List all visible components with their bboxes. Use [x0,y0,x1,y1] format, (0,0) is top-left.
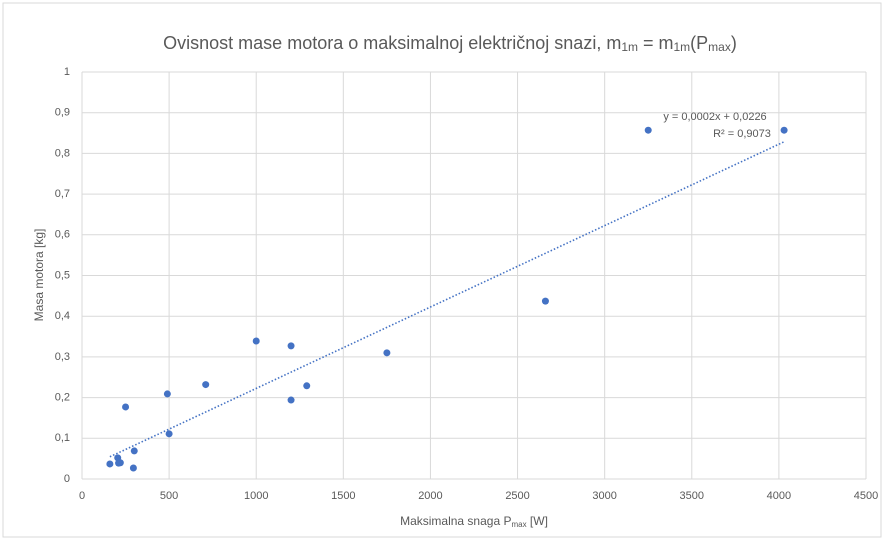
text-part: Ovisnost mase motora o maksimalnoj elekt… [163,33,621,53]
trendline [109,141,785,458]
text-part: max [708,40,731,54]
text-part: = m [638,33,674,53]
data-point [122,403,130,411]
text-part: 1m [674,40,691,54]
data-point [303,382,311,390]
data-point [780,126,788,134]
x-tick-label: 4000 [767,490,791,502]
text-part: [W] [527,514,548,528]
data-point [116,459,124,467]
y-tick-label: 1 [64,66,70,78]
y-tick-label: 0,9 [55,107,70,119]
x-tick-label: 4500 [854,490,878,502]
text-part: Maksimalna snaga P [400,514,511,528]
y-tick-label: 0,4 [55,310,70,322]
trendline-equation: y = 0,0002x + 0,0226 [663,111,766,123]
x-tick-label: 1500 [331,490,355,502]
x-tick-label: 3500 [680,490,704,502]
trendline-r-squared: R² = 0,9073 [713,128,771,140]
x-tick-label: 1000 [244,490,268,502]
text-part: max [511,520,526,529]
x-tick-label: 500 [160,490,178,502]
chart-title: Ovisnost mase motora o maksimalnoj elekt… [163,33,737,55]
y-tick-label: 0,3 [55,351,70,363]
data-point [163,390,171,398]
data-point [130,447,138,455]
data-point [287,342,295,350]
x-tick-label: 3000 [592,490,616,502]
y-tick-label: 0,1 [55,432,70,444]
x-tick-label: 2000 [418,490,442,502]
x-tick-label: 2500 [505,490,529,502]
data-point [287,396,295,404]
y-tick-label: 0,7 [55,188,70,200]
y-tick-label: 0 [64,473,70,485]
y-tick-label: 0,8 [55,147,70,159]
x-axis-label: Maksimalna snaga Pmax [W] [400,514,548,529]
data-point [644,126,652,134]
data-point [106,460,114,468]
data-point [252,337,260,345]
text-part: (P [690,33,708,53]
y-tick-label: 0,5 [55,269,70,281]
data-point [165,430,173,438]
text-part: ) [731,33,737,53]
data-point [129,464,137,472]
data-point [541,297,549,305]
data-point [383,349,391,357]
y-axis-label: Masa motora [kg] [32,229,46,322]
text-part: 1m [621,40,638,54]
data-point [202,381,210,389]
y-tick-label: 0,6 [55,229,70,241]
y-tick-label: 0,2 [55,392,70,404]
x-tick-label: 0 [79,490,85,502]
